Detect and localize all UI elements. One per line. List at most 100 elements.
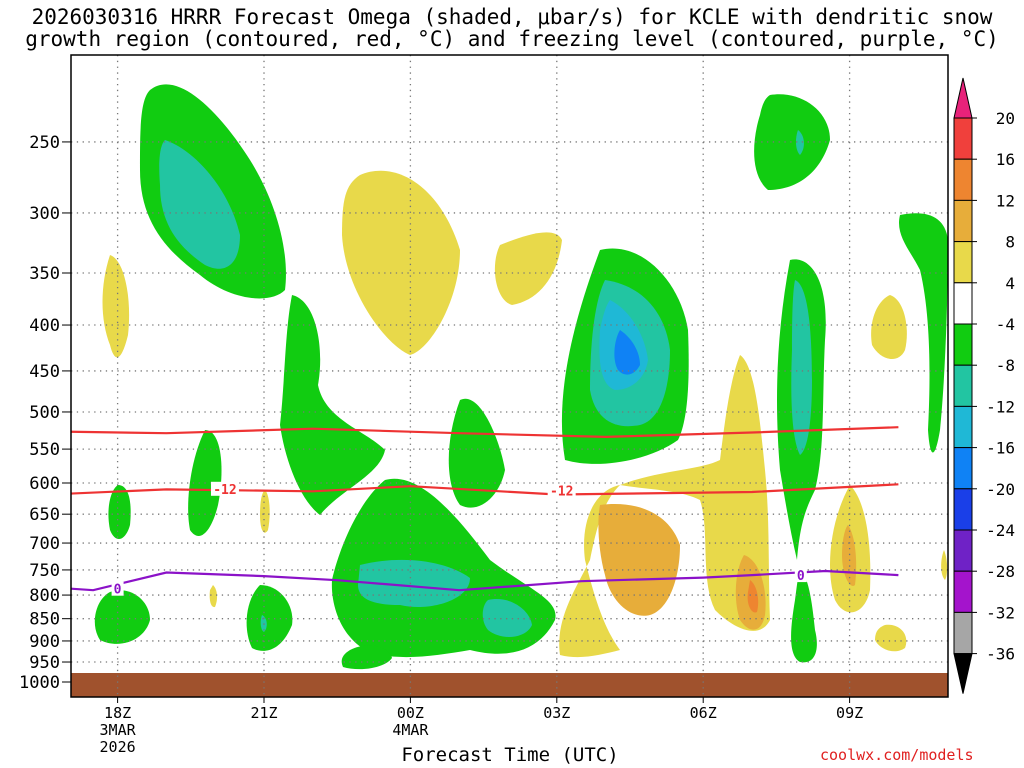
omega-region: [260, 490, 270, 533]
chart-title: 2026030316 HRRR Forecast Omega (shaded, …: [0, 6, 1024, 50]
omega-region: [754, 94, 830, 190]
x-tick-year: 2026: [100, 738, 136, 756]
colorbar-label: -8: [996, 356, 1015, 375]
omega-region: [875, 624, 907, 652]
colorbar-swatch: [953, 447, 973, 490]
contour-label-freezing-1-bg: [111, 581, 124, 596]
contour-label-dgz-2-bg: [547, 483, 576, 498]
colorbar-label: 20: [996, 109, 1015, 128]
y-tick-label: 900: [29, 632, 60, 652]
colorbar-swatch: [953, 158, 973, 201]
colorbar-label: 8: [1005, 233, 1015, 252]
y-tick-label: 550: [29, 440, 60, 460]
x-tick-date: 4MAR: [392, 721, 429, 739]
x-tick-label: 00Z: [397, 704, 424, 722]
y-tick-label: 650: [29, 505, 60, 525]
y-tick-label: 450: [29, 362, 60, 382]
x-tick-label: 18Z: [104, 704, 131, 722]
colorbar-swatch: [953, 199, 973, 243]
y-tick-label: 350: [29, 264, 60, 284]
omega-region: [341, 645, 392, 670]
colorbar-swatch: [953, 529, 973, 572]
omega-region: [246, 585, 293, 651]
omega-region: [108, 485, 131, 540]
omega-region: [871, 295, 907, 360]
colorbar-swatch: [953, 282, 973, 325]
colorbar-swatch: [953, 364, 973, 407]
x-tick-label: 21Z: [250, 704, 277, 722]
colorbar-label: -4: [996, 315, 1015, 334]
colorbar-label: 16: [996, 150, 1015, 169]
y-tick-label: 500: [29, 403, 60, 423]
contour-label-freezing-2: 0: [797, 569, 805, 584]
y-tick-label: 600: [29, 474, 60, 494]
omega-region: [941, 550, 948, 580]
plot-frame: [70, 54, 949, 698]
omega-region: [559, 355, 770, 658]
omega-region: [102, 255, 130, 358]
title-line-1: 2026030316 HRRR Forecast Omega (shaded, …: [31, 5, 993, 29]
colorbar-swatch: [953, 405, 973, 449]
omega-region: [342, 170, 460, 355]
omega-region: [94, 590, 150, 644]
colorbar-label: -20: [986, 480, 1015, 499]
x-axis-label: Forecast Time (UTC): [401, 744, 619, 766]
omega-region: [209, 585, 218, 608]
contour-label-dgz-2: -12: [550, 485, 573, 500]
dgz-lower-contour: [71, 483, 899, 496]
omega-region: [482, 599, 532, 637]
colorbar-label: -32: [986, 603, 1015, 622]
colorbar-label: -36: [986, 645, 1015, 664]
colorbar-swatch: [953, 241, 973, 284]
omega-region: [842, 525, 857, 586]
plot-area: -12 -12 0 0: [71, 55, 948, 697]
y-tick-label: 850: [29, 610, 60, 630]
omega-region: [448, 398, 505, 508]
colorbar-swatch: [953, 570, 973, 613]
omega-region: [614, 330, 640, 375]
colorbar-label: -24: [986, 521, 1015, 540]
colorbar-swatch: [953, 117, 973, 160]
omega-region: [159, 140, 240, 269]
y-axis: 2503003504004505005506006507007508008509…: [19, 133, 71, 693]
y-tick-label: 400: [29, 316, 60, 336]
contour-label-freezing-1: 0: [114, 583, 122, 598]
omega-region: [791, 280, 812, 455]
colorbar-bottom-arrow: [953, 653, 973, 694]
x-tick-label: 03Z: [543, 704, 570, 722]
colorbar-label: -12: [986, 397, 1015, 416]
y-tick-label: 800: [29, 586, 60, 606]
y-tick-label: 750: [29, 561, 60, 581]
colorbar-label: -28: [986, 562, 1015, 581]
credit-text: coolwx.com/models: [820, 746, 974, 764]
colorbar: 20 16 12 8 4 -4 -8 -12 -16 -20 -24 -28 -32 -36: [953, 77, 1015, 694]
y-tick-label: 950: [29, 653, 60, 673]
contour-lines: -12 -12 0 0: [71, 426, 899, 598]
omega-region: [795, 130, 804, 155]
terrain-band: [71, 673, 948, 697]
colorbar-swatch: [953, 488, 973, 531]
contour-label-dgz-1: -12: [213, 483, 236, 498]
omega-shading: [94, 84, 948, 670]
contour-label-dgz-1-bg: [210, 481, 239, 496]
y-tick-label: 700: [29, 534, 60, 554]
omega-region: [598, 504, 680, 616]
colorbar-label: 4: [1005, 274, 1015, 293]
title-line-2: growth region (contoured, red, °C) and f…: [25, 27, 999, 51]
omega-region: [747, 580, 759, 613]
y-tick-label: 1000: [19, 673, 60, 693]
colorbar-top-arrow: [953, 77, 973, 119]
omega-region: [494, 232, 562, 305]
omega-region: [791, 570, 817, 663]
colorbar-label: 12: [996, 191, 1015, 210]
colorbar-swatch: [953, 611, 973, 655]
y-tick-label: 300: [29, 204, 60, 224]
colorbar-label: -16: [986, 439, 1015, 458]
x-tick-date: 3MAR: [100, 721, 137, 739]
omega-region: [280, 295, 385, 515]
dgz-upper-contour: [71, 426, 899, 439]
colorbar-swatch: [953, 323, 973, 366]
freezing-level-contour: [71, 569, 899, 592]
